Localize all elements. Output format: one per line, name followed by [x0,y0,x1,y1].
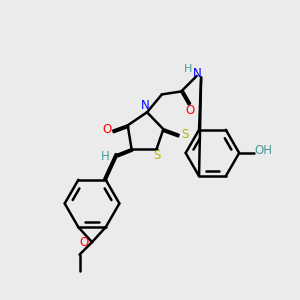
Text: OH: OH [254,144,272,157]
Text: O: O [79,236,88,249]
Text: O: O [103,123,112,136]
Text: H: H [184,64,193,74]
Text: N: N [141,99,150,112]
Text: O: O [185,104,195,117]
Text: S: S [181,128,188,141]
Text: H: H [100,150,109,163]
Text: S: S [154,149,161,162]
Text: N: N [193,67,202,80]
